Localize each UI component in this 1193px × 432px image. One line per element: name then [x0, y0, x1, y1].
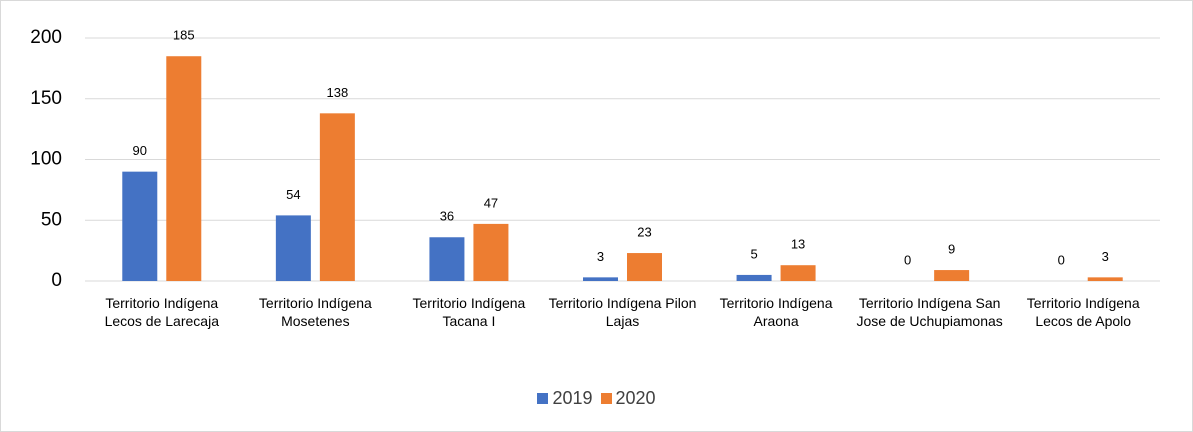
bar — [627, 253, 662, 281]
legend-swatch — [600, 393, 612, 404]
data-label: 54 — [286, 187, 300, 202]
data-label: 47 — [484, 195, 498, 210]
data-label: 0 — [904, 252, 911, 267]
x-tick-label: Territorio Indígena Lecos de Larecaja — [104, 295, 219, 329]
data-label: 36 — [440, 209, 454, 224]
x-tick-label: Territorio Indígena Tacana I — [412, 295, 526, 329]
bar — [934, 270, 970, 281]
bar — [166, 56, 202, 281]
y-tick-label: 100 — [30, 149, 62, 170]
bar — [319, 113, 355, 281]
legend-item: 2019 — [537, 388, 593, 409]
y-tick-label: 50 — [41, 209, 62, 230]
x-tick-label: Territorio Indígena San Jose de Uchupiam… — [856, 295, 1003, 329]
bar — [1087, 277, 1123, 281]
data-label: 13 — [791, 237, 805, 252]
legend-item: 2020 — [600, 388, 656, 409]
data-label: 90 — [133, 143, 147, 158]
y-tick-label: 0 — [51, 270, 62, 291]
data-label: 3 — [1102, 249, 1109, 264]
x-tick-label: Territorio Indígena Pilon Lajas — [548, 295, 697, 329]
data-label: 138 — [327, 85, 349, 100]
bar — [429, 237, 465, 281]
data-label: 23 — [637, 224, 651, 239]
bar — [583, 277, 618, 281]
x-tick-label: Territorio Indígena Lecos de Apolo — [1026, 295, 1140, 329]
bar — [275, 215, 311, 281]
x-tick-label: Territorio Indígena Araona — [719, 295, 833, 329]
bar — [473, 223, 509, 281]
legend-label: 2019 — [552, 388, 593, 408]
data-label: 5 — [750, 246, 757, 261]
legend: 2019 2020 — [0, 388, 1193, 409]
data-label: 3 — [597, 249, 604, 264]
legend-swatch — [537, 393, 549, 404]
bar — [736, 274, 772, 281]
x-tick-label: Territorio Indígena Mosetenes — [258, 295, 372, 329]
bar — [122, 171, 158, 281]
data-label: 9 — [948, 242, 955, 257]
y-tick-label: 200 — [30, 27, 62, 48]
legend-label: 2020 — [615, 388, 656, 408]
y-tick-label: 150 — [30, 88, 62, 109]
data-label: 185 — [173, 28, 195, 43]
data-label: 0 — [1058, 252, 1065, 267]
bar — [780, 265, 816, 281]
